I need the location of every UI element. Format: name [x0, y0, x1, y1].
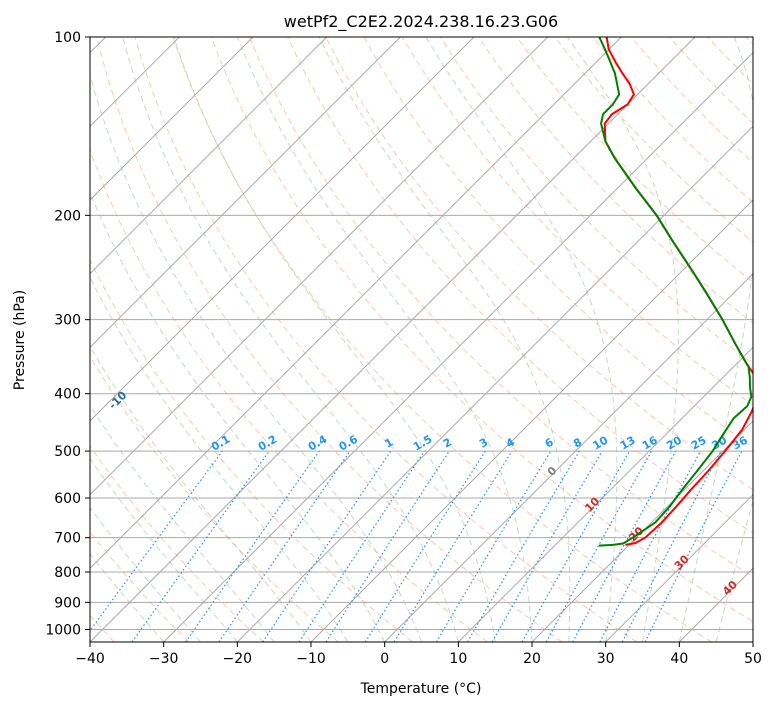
- dry-adiabat-160: [630, 37, 753, 164]
- chart-title: wetPf2_C2E2.2024.238.16.23.G06: [284, 12, 558, 32]
- mixing-ratio-line-10: [491, 450, 603, 642]
- moist-adiabat-35: [567, 37, 679, 642]
- dry-adiabat-100: [401, 37, 753, 406]
- isotherm--20: [236, 125, 753, 642]
- isotherm--80: [90, 37, 401, 349]
- y-tick-label: 100: [54, 30, 81, 46]
- isotherm-10: [457, 346, 753, 642]
- moist-adiabat-10: [122, 37, 459, 642]
- isotherm--10: [310, 199, 753, 642]
- moist-adiabat-40: [678, 37, 753, 642]
- mixing-ratio-line-0.4: [185, 450, 320, 642]
- isotherm--40: [90, 37, 696, 642]
- dry-adiabat-50: [210, 37, 753, 623]
- dry-adiabat-80: [325, 37, 753, 491]
- y-tick-label: 1000: [45, 622, 81, 638]
- moist-adiabat-25: [318, 37, 571, 642]
- x-tick-label: 40: [670, 651, 688, 667]
- mixing-ratio-line-0.6: [218, 450, 351, 642]
- isotherm-0: [384, 272, 753, 642]
- x-tick-label: −20: [223, 651, 253, 667]
- dry-adiabat-90: [363, 37, 753, 448]
- y-tick-label: 600: [54, 491, 81, 507]
- mixing-ratio-line-2: [325, 450, 450, 642]
- dewpoint-profile-line: [598, 37, 753, 547]
- moist-adiabats: [90, 37, 753, 642]
- dry-adiabat-150: [592, 37, 753, 203]
- dry-adiabat-70: [287, 37, 753, 534]
- x-tick-label: 0: [380, 651, 389, 667]
- dry-adiabat-120: [478, 37, 753, 324]
- y-axis-ticks: 100 200 300 400 500 600 700 800 900 1000: [45, 30, 90, 638]
- dry-adiabat-30: [134, 37, 638, 642]
- isotherm--60: [90, 37, 549, 496]
- mixing-ratio-line-6: [435, 450, 552, 642]
- moist-adiabat--5: [90, 276, 349, 642]
- dry-adiabat-0: [90, 258, 414, 642]
- moist-adiabat-30: [425, 37, 618, 642]
- moist-adiabat-45: [715, 498, 753, 642]
- mixing-ratio-line-3: [364, 450, 486, 642]
- x-tick-label: 20: [523, 651, 541, 667]
- mixing-ratio-line-13: [521, 450, 631, 642]
- isotherm--50: [90, 37, 622, 570]
- moist-adiabat-5: [90, 72, 422, 642]
- x-tick-label: 30: [597, 651, 615, 667]
- y-axis-title: Pressure (hPa): [12, 290, 28, 390]
- isotherm--100: [90, 37, 254, 201]
- y-tick-label: 700: [54, 531, 81, 547]
- isobars: [90, 37, 753, 630]
- y-tick-label: 900: [54, 595, 81, 611]
- dry-adiabat--20: [90, 445, 264, 642]
- dry-adiabat-20: [96, 37, 563, 642]
- moist-adiabat--20: [90, 457, 238, 642]
- x-tick-label: 50: [744, 651, 762, 667]
- mixing-ratio-line-20: [572, 450, 677, 642]
- mixing-ratio-line-16: [545, 450, 653, 642]
- moist-adiabat-0: [90, 190, 386, 642]
- y-tick-label: 500: [54, 444, 81, 460]
- dry-adiabat-130: [516, 37, 753, 284]
- y-tick-label: 800: [54, 565, 81, 581]
- x-axis-ticks: −40 −30 −20 −10 0 10 20 30 40 50: [75, 642, 762, 667]
- mixing-ratio-line-8: [466, 450, 580, 642]
- mixing-ratio-line-0.2: [131, 450, 270, 642]
- isotherm--70: [90, 37, 475, 422]
- isotherm-20: [531, 420, 753, 642]
- x-axis-title: Temperature (°C): [360, 681, 482, 697]
- isotherm--90: [90, 37, 328, 275]
- isotherms: [90, 37, 753, 642]
- mixing-ratio-line-0.1: [90, 450, 223, 632]
- x-tick-label: −40: [75, 651, 105, 667]
- mixing-ratio-line-4: [393, 450, 513, 642]
- profile-series: [598, 37, 753, 547]
- y-tick-label: 200: [54, 208, 81, 224]
- isotherm-30: [605, 493, 753, 642]
- isotherm--30: [163, 51, 753, 642]
- y-tick-label: 300: [54, 313, 81, 329]
- x-tick-label: −30: [149, 651, 179, 667]
- moist-adiabat-15: [173, 37, 496, 642]
- mixing-ratio-lines: [90, 450, 743, 642]
- x-tick-label: 10: [449, 651, 467, 667]
- dry-adiabat-40: [172, 37, 712, 642]
- plot-frame: [89, 36, 754, 643]
- x-tick-label: −10: [296, 651, 326, 667]
- moist-adiabat-20: [237, 37, 533, 642]
- moist-adiabat--25: [90, 506, 201, 642]
- y-tick-label: 400: [54, 387, 81, 403]
